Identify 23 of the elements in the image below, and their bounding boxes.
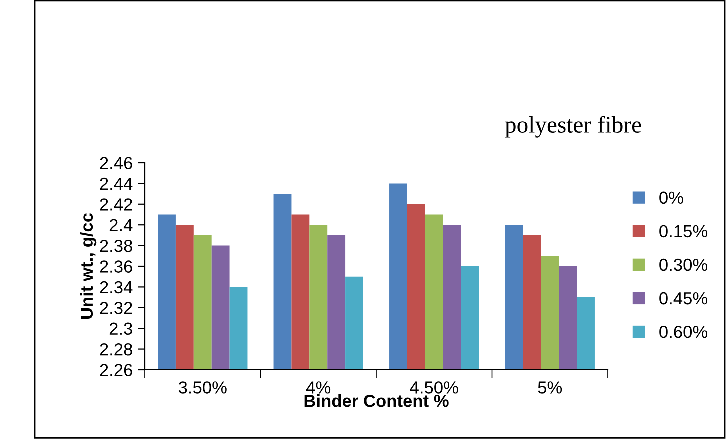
y-tick-label: 2.34 bbox=[100, 281, 133, 294]
y-axis-title: Unit wt., g/cc bbox=[80, 213, 97, 319]
legend-label: 0.15% bbox=[660, 225, 708, 238]
legend-title: polyester fibre bbox=[505, 116, 642, 138]
legend-label: 0.45% bbox=[660, 292, 708, 305]
x-tick-label: 4% bbox=[306, 382, 331, 394]
legend-label: 0% bbox=[660, 192, 684, 204]
legend-label: 0.60% bbox=[660, 326, 708, 338]
y-tick-label: 2.38 bbox=[100, 240, 132, 252]
x-tick-label: 4.50% bbox=[410, 382, 458, 394]
legend-label: 0.30% bbox=[660, 258, 708, 272]
y-tick-label: 2.46 bbox=[100, 157, 132, 170]
y-tick-label: 2.42 bbox=[100, 198, 132, 211]
y-tick-label: 2.44 bbox=[100, 178, 133, 190]
x-axis-title: Binder Content % bbox=[304, 394, 449, 408]
y-tick-label: 2.26 bbox=[100, 364, 132, 376]
y-tick-label: 2.32 bbox=[100, 302, 132, 314]
y-tick-label: 2.36 bbox=[100, 260, 132, 273]
x-tick-label: 5% bbox=[538, 382, 562, 394]
y-tick-label: 2.3 bbox=[110, 322, 132, 336]
x-tick-label: 3.50% bbox=[178, 382, 227, 394]
y-tick-label: 2.28 bbox=[100, 343, 132, 356]
y-tick-label: 2.4 bbox=[110, 219, 133, 232]
